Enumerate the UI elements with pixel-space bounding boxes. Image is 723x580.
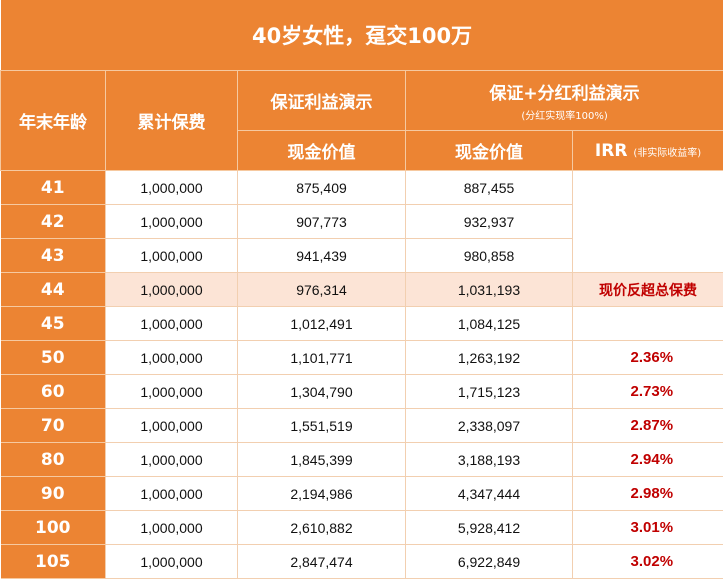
dividend-cash-value-cell: 1,715,123: [405, 374, 573, 409]
irr-cell: 2.87%: [571, 408, 723, 443]
premium-cell: 1,000,000: [105, 476, 238, 511]
premium-cell: 1,000,000: [105, 340, 238, 375]
dividend-cash-value-cell: 932,937: [405, 204, 573, 239]
age-cell: 43: [0, 238, 106, 273]
header-dividend-note: (分红实现率100%): [521, 111, 608, 122]
header-premium: 累计保费: [105, 70, 238, 171]
guaranteed-cash-value-cell: 2,847,474: [237, 544, 406, 579]
table-row: 105 1,000,000 2,847,474 6,922,849 3.02%: [0, 544, 723, 579]
age-cell: 50: [0, 340, 106, 375]
age-cell: 44: [0, 272, 106, 307]
premium-cell: 1,000,000: [105, 544, 238, 579]
header-guaranteed: 保证利益演示: [237, 70, 406, 131]
guaranteed-cash-value-cell: 1,101,771: [237, 340, 406, 375]
header-irr-label: IRR: [594, 140, 628, 161]
irr-cell: 2.98%: [571, 476, 723, 511]
dividend-cash-value-cell: 887,455: [405, 170, 573, 205]
guaranteed-cash-value-cell: 1,012,491: [237, 306, 406, 341]
dividend-cash-value-cell: 1,084,125: [405, 306, 573, 341]
premium-cell: 1,000,000: [105, 510, 238, 545]
table-row: 80 1,000,000 1,845,399 3,188,193 2.94%: [0, 442, 723, 477]
guaranteed-cash-value-cell: 1,304,790: [237, 374, 406, 409]
guaranteed-cash-value-cell: 1,845,399: [237, 442, 406, 477]
table-row: 100 1,000,000 2,610,882 5,928,412 3.01%: [0, 510, 723, 545]
table-row: 70 1,000,000 1,551,519 2,338,097 2.87%: [0, 408, 723, 443]
header-irr-note: (非实际收益率): [633, 147, 702, 159]
irr-cell: [571, 170, 723, 273]
dividend-cash-value-cell: 2,338,097: [405, 408, 573, 443]
age-cell: 100: [0, 510, 106, 545]
premium-cell: 1,000,000: [105, 374, 238, 409]
guaranteed-cash-value-cell: 1,551,519: [237, 408, 406, 443]
age-cell: 80: [0, 442, 106, 477]
header-cash-value-guaranteed: 现金价值: [237, 130, 406, 171]
age-cell: 70: [0, 408, 106, 443]
irr-cell: 2.36%: [571, 340, 723, 375]
table-row: 44 1,000,000 976,314 1,031,193 现价反超总保费: [0, 272, 723, 307]
header-dividend: 保证+分红利益演示 (分红实现率100%): [404, 70, 723, 131]
dividend-cash-value-cell: 980,858: [405, 238, 573, 273]
guaranteed-cash-value-cell: 2,610,882: [237, 510, 406, 545]
guaranteed-cash-value-cell: 976,314: [237, 272, 406, 307]
table-row: 50 1,000,000 1,101,771 1,263,192 2.36%: [0, 340, 723, 375]
premium-cell: 1,000,000: [105, 170, 238, 205]
age-cell: 41: [0, 170, 106, 205]
guaranteed-cash-value-cell: 941,439: [237, 238, 406, 273]
irr-cell: 2.73%: [571, 374, 723, 409]
age-cell: 45: [0, 306, 106, 341]
age-cell: 60: [0, 374, 106, 409]
table-row: 90 1,000,000 2,194,986 4,347,444 2.98%: [0, 476, 723, 511]
header-cash-value-dividend: 现金价值: [405, 130, 573, 171]
table-row: 42 1,000,000 907,773 932,937: [0, 204, 723, 239]
irr-cell: [571, 306, 723, 341]
age-cell: 90: [0, 476, 106, 511]
table-row: 60 1,000,000 1,304,790 1,715,123 2.73%: [0, 374, 723, 409]
premium-cell: 1,000,000: [105, 204, 238, 239]
premium-cell: 1,000,000: [105, 408, 238, 443]
dividend-cash-value-cell: 3,188,193: [405, 442, 573, 477]
age-cell: 105: [0, 544, 106, 579]
premium-cell: 1,000,000: [105, 442, 238, 477]
header-age: 年末年龄: [0, 70, 106, 171]
table-row: 45 1,000,000 1,012,491 1,084,125: [0, 306, 723, 341]
irr-cell: 3.01%: [571, 510, 723, 545]
premium-cell: 1,000,000: [105, 238, 238, 273]
dividend-cash-value-cell: 6,922,849: [405, 544, 573, 579]
guaranteed-cash-value-cell: 875,409: [237, 170, 406, 205]
premium-cell: 1,000,000: [105, 306, 238, 341]
guaranteed-cash-value-cell: 2,194,986: [237, 476, 406, 511]
header-dividend-label: 保证+分红利益演示: [489, 84, 640, 104]
table-title: 40岁女性，趸交100万: [0, 0, 723, 71]
irr-cell: 2.94%: [571, 442, 723, 477]
dividend-cash-value-cell: 1,031,193: [405, 272, 573, 307]
dividend-cash-value-cell: 1,263,192: [405, 340, 573, 375]
age-cell: 42: [0, 204, 106, 239]
dividend-cash-value-cell: 5,928,412: [405, 510, 573, 545]
breakeven-note: 现价反超总保费: [571, 272, 723, 307]
dividend-cash-value-cell: 4,347,444: [405, 476, 573, 511]
irr-cell: 3.02%: [571, 544, 723, 579]
header-irr: IRR (非实际收益率): [571, 130, 723, 171]
premium-cell: 1,000,000: [105, 272, 238, 307]
guaranteed-cash-value-cell: 907,773: [237, 204, 406, 239]
table-row: 41 1,000,000 875,409 887,455: [0, 170, 723, 273]
